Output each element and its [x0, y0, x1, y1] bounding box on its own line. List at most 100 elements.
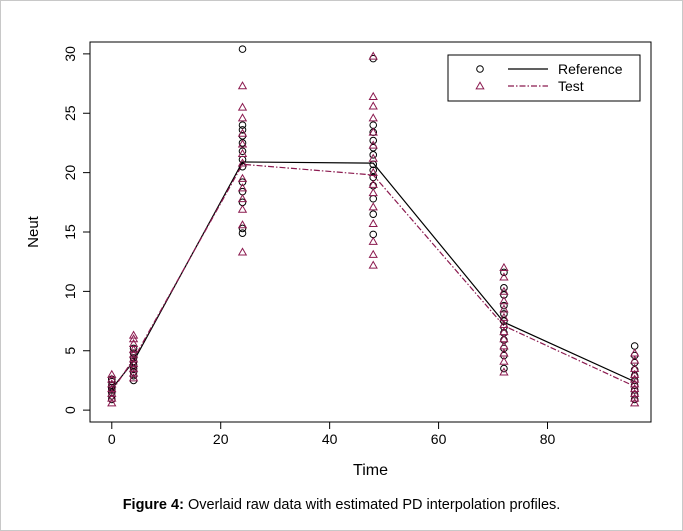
reference-point — [500, 291, 508, 299]
reference-point — [369, 121, 378, 129]
reference-point — [238, 224, 247, 233]
x-tick-label: 20 — [213, 431, 229, 447]
y-axis-title: Neut — [25, 215, 42, 248]
test-point — [128, 330, 139, 339]
test-point — [368, 236, 378, 245]
test-point — [237, 113, 248, 122]
test-point — [368, 179, 378, 188]
test-point — [499, 356, 509, 365]
test-point — [237, 247, 248, 256]
test-point — [368, 167, 378, 176]
test-point — [629, 369, 640, 378]
x-tick-label: 0 — [108, 431, 116, 447]
test-point — [499, 286, 509, 295]
y-tick-label: 15 — [62, 224, 78, 240]
test-point — [629, 374, 640, 383]
reference-point — [500, 301, 508, 310]
test-point — [128, 368, 139, 377]
test-point — [499, 367, 509, 376]
test-point — [237, 158, 248, 167]
reference-point — [369, 166, 378, 175]
reference-legend-marker — [476, 65, 484, 73]
test-point — [107, 398, 117, 407]
test-point — [128, 363, 139, 372]
test-point — [629, 363, 640, 372]
test-point — [499, 262, 509, 271]
test-point — [499, 334, 509, 343]
reference-point — [369, 230, 378, 239]
test-point — [237, 128, 248, 137]
test-legend-marker — [475, 81, 485, 90]
reference-point — [500, 317, 508, 325]
test-point — [368, 249, 378, 258]
reference-point — [369, 136, 378, 145]
reference-point — [369, 151, 378, 159]
test-point — [128, 338, 139, 347]
test-point — [499, 326, 509, 336]
test-point — [368, 188, 378, 197]
reference-point — [238, 45, 247, 53]
y-tick-label: 30 — [62, 46, 78, 62]
x-axis-title: Time — [353, 462, 388, 479]
axes: 0 20 40 60 80 0 5 10 15 20 25 30 Time Neut — [25, 41, 652, 479]
test-point — [629, 348, 640, 357]
test-point — [107, 374, 117, 383]
test-point — [629, 383, 640, 393]
y-tick-label: 10 — [62, 283, 78, 299]
test-point — [499, 272, 509, 281]
test-point — [237, 193, 248, 203]
test-point — [237, 139, 248, 148]
x-tick-label: 80 — [540, 431, 556, 447]
test-point — [499, 296, 509, 305]
test-point — [237, 148, 248, 157]
test-point — [629, 379, 640, 388]
profile-lines — [111, 161, 635, 392]
legend-box — [447, 54, 641, 102]
test-profile-line — [111, 163, 635, 392]
y-tick-label: 5 — [62, 347, 78, 355]
reference-point — [238, 147, 247, 156]
test-point — [237, 102, 248, 111]
reference-point — [500, 364, 508, 373]
test-legend-label: Test — [558, 78, 584, 94]
test-point — [107, 393, 117, 402]
test-point — [499, 341, 509, 350]
test-point — [368, 218, 378, 228]
reference-point — [369, 210, 378, 218]
test-point — [107, 379, 117, 388]
test-point — [368, 51, 378, 60]
test-point — [107, 383, 117, 393]
reference-point — [238, 178, 247, 186]
test-point — [128, 359, 139, 368]
test-point — [499, 304, 509, 313]
test-point — [237, 173, 248, 182]
data-points — [107, 45, 640, 407]
reference-legend-label: Reference — [558, 61, 623, 77]
test-point — [128, 344, 139, 353]
test-point — [368, 202, 378, 211]
reference-point — [238, 229, 247, 237]
test-point — [237, 183, 248, 192]
test-point — [629, 355, 640, 364]
reference-point — [369, 194, 378, 203]
reference-point — [500, 310, 508, 318]
y-tick-label: 20 — [62, 165, 78, 181]
reference-point — [500, 268, 508, 277]
test-point — [368, 101, 378, 110]
test-point — [499, 348, 509, 357]
test-point — [128, 349, 139, 358]
test-point — [368, 153, 378, 162]
test-point — [237, 81, 248, 90]
test-point — [499, 312, 509, 321]
test-point — [368, 260, 378, 269]
y-tick-label: 0 — [62, 406, 78, 414]
test-point — [499, 319, 509, 328]
test-point — [629, 388, 640, 397]
test-point — [107, 388, 117, 397]
reference-point — [238, 198, 247, 207]
x-tick-label: 40 — [322, 431, 338, 447]
test-point — [368, 140, 378, 149]
reference-point — [630, 342, 639, 350]
